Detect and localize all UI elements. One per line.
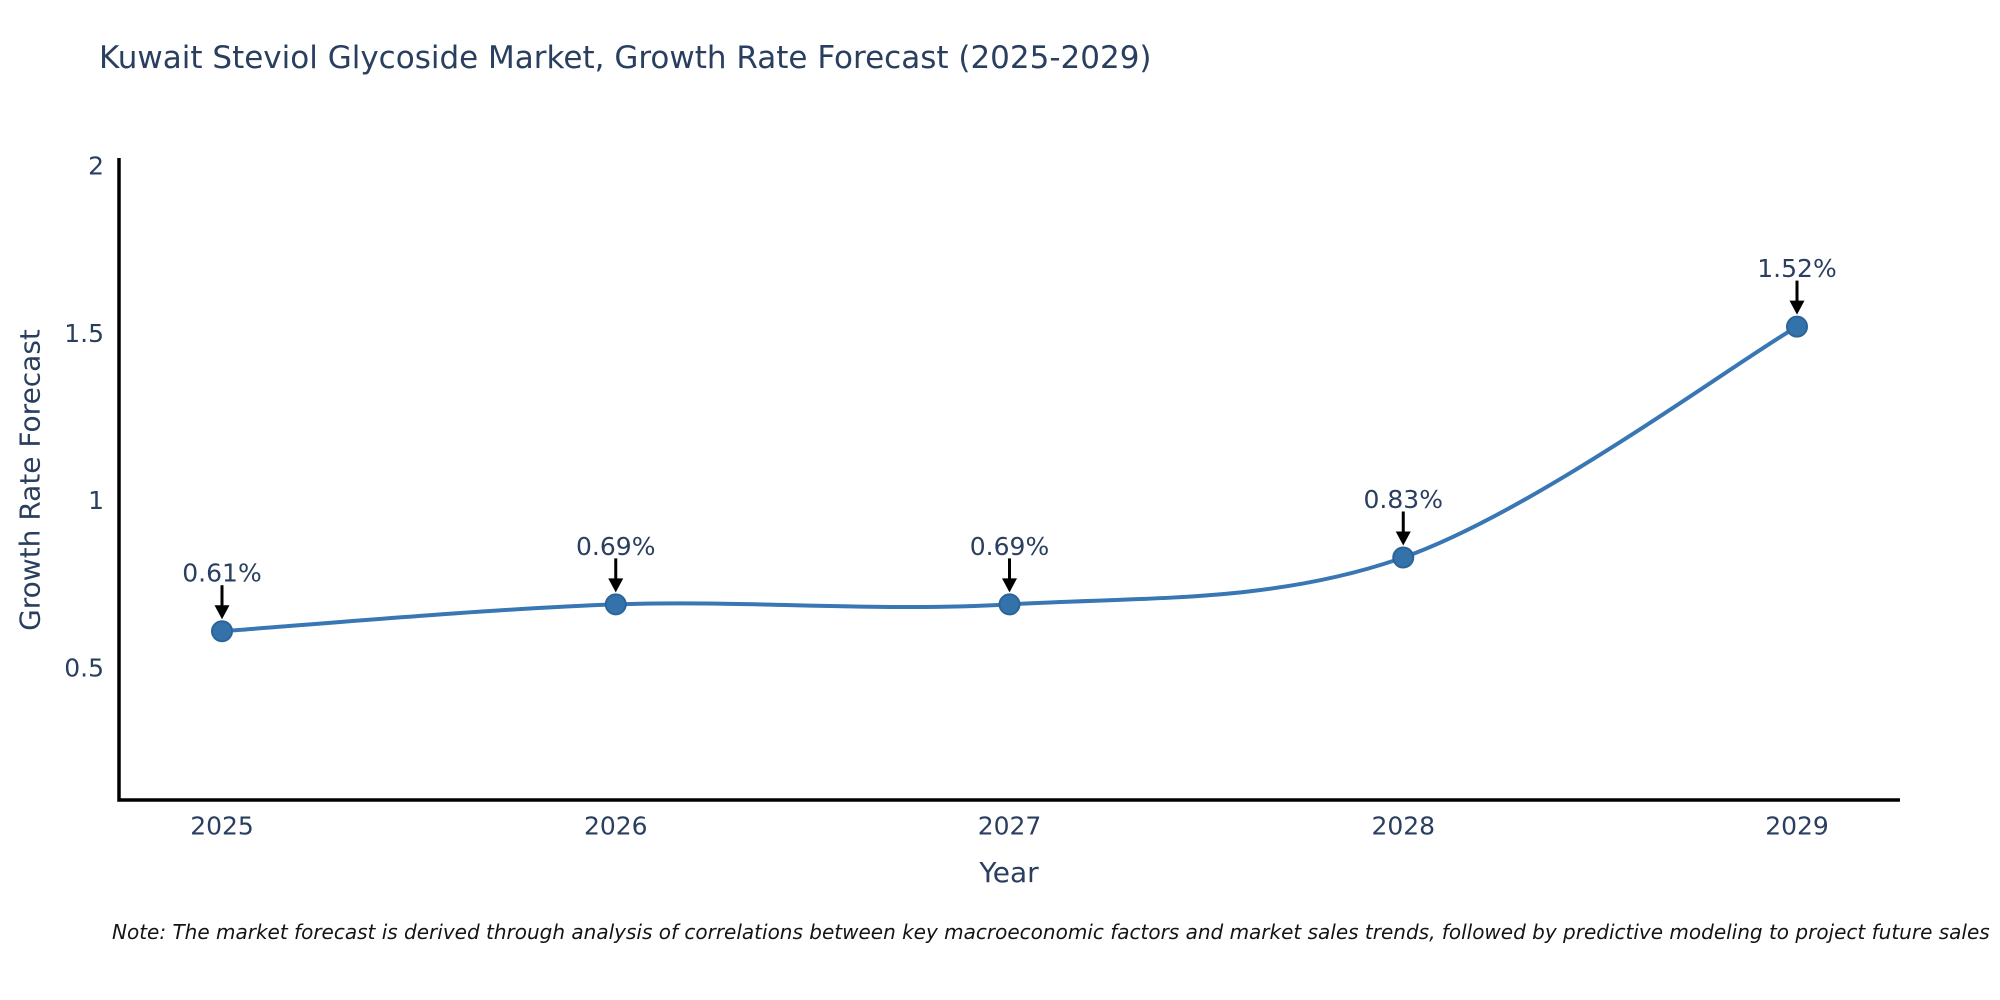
data-point (1392, 546, 1415, 569)
data-point (604, 593, 627, 616)
y-tick-label: 1 (88, 486, 104, 515)
annotation-arrowhead (608, 578, 624, 593)
data-point-label: 1.52% (1757, 254, 1836, 283)
y-tick-label: 0.5 (64, 654, 104, 683)
data-point (1786, 315, 1808, 338)
x-tick-label: 2027 (978, 811, 1042, 840)
chart-title: Kuwait Steviol Glycoside Market, Growth … (99, 40, 1152, 76)
annotation-arrowhead (1395, 531, 1411, 546)
chart-note: Note: The market forecast is derived thr… (112, 920, 1990, 944)
x-tick-label: 2025 (190, 811, 254, 840)
data-point-label: 0.83% (1364, 485, 1443, 514)
y-tick-label: 1.5 (64, 319, 104, 348)
x-tick-label: 2028 (1371, 811, 1435, 840)
x-tick-label: 2026 (584, 811, 648, 840)
annotation-arrowhead (214, 605, 230, 620)
y-tick-label: 2 (88, 151, 104, 180)
x-axis-title: Year (979, 856, 1039, 889)
data-point (211, 620, 233, 643)
axis-lines (117, 158, 1900, 802)
annotation-arrowhead (1789, 300, 1805, 315)
data-point (998, 593, 1021, 616)
x-tick-label: 2029 (1765, 811, 1829, 840)
data-point-label: 0.61% (182, 559, 261, 588)
annotation-arrowhead (1002, 578, 1017, 593)
data-point-label: 0.69% (576, 532, 655, 561)
data-point-label: 0.69% (970, 532, 1049, 561)
